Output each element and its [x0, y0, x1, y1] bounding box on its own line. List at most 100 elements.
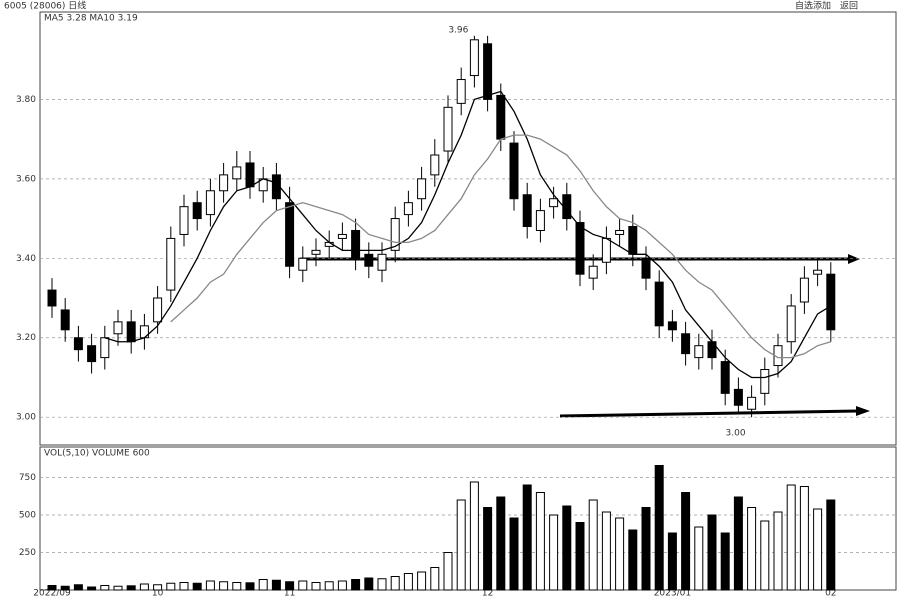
volume-bar — [733, 496, 743, 591]
candle-body — [60, 309, 70, 331]
volume-bar — [153, 584, 163, 591]
volume-bar — [390, 576, 400, 591]
candle-body — [403, 202, 413, 216]
volume-bar — [615, 517, 625, 591]
volume-bar — [509, 517, 519, 591]
volume-bar — [87, 586, 97, 591]
volume-bar — [139, 583, 149, 591]
button[interactable]: 自选添加 — [795, 0, 831, 12]
volume-bar — [232, 582, 242, 591]
volume-bar — [601, 511, 611, 591]
candle-body — [733, 388, 743, 406]
volume-bar — [271, 579, 281, 591]
candle-body — [654, 281, 664, 327]
x-tick-label: 2022/09 — [33, 589, 71, 596]
volume-bar — [285, 581, 295, 591]
candle-body — [747, 396, 757, 410]
candle-body — [681, 333, 691, 355]
y-tick-label: 250 — [19, 548, 36, 558]
candle-body — [73, 337, 83, 351]
volume-bar — [549, 514, 559, 591]
volume-bar — [773, 511, 783, 591]
volume-bar — [192, 582, 202, 591]
volume-bar — [337, 580, 347, 591]
volume-bar — [417, 571, 427, 591]
volume-bar — [113, 585, 123, 591]
candle-body — [720, 361, 730, 394]
candle-body — [179, 206, 189, 235]
trend-line — [559, 409, 859, 418]
volume-bar — [522, 484, 532, 591]
y-tick-label: 3.00 — [16, 413, 36, 423]
volume-bar — [483, 507, 493, 591]
candle-body — [786, 305, 796, 343]
volume-bar — [430, 567, 440, 591]
y-tick-label: 3.40 — [16, 254, 36, 264]
annotation: 3.00 — [726, 429, 746, 439]
candle-body — [483, 43, 493, 100]
volume-bar — [73, 584, 83, 591]
volume-legend: VOL(5,10) VOLUME 600 — [44, 449, 150, 459]
y-tick-label: 3.20 — [16, 333, 36, 343]
candle-body — [205, 190, 215, 216]
candle-body — [126, 321, 136, 343]
candle-body — [285, 202, 295, 267]
candle-body — [588, 265, 598, 279]
volume-bar — [166, 582, 176, 591]
volume-bar — [786, 484, 796, 591]
candle-body — [298, 257, 308, 271]
volume-bar — [403, 573, 413, 591]
volume-bar — [707, 514, 717, 591]
volume-bar — [654, 465, 664, 591]
candle-body — [417, 178, 427, 200]
volume-bar — [100, 585, 110, 591]
candle-body — [113, 321, 123, 335]
candle-body — [337, 233, 347, 239]
volume-bar — [760, 520, 770, 591]
candle-body — [443, 106, 453, 152]
candle-body — [522, 194, 532, 228]
annotation: 3.96 — [448, 25, 468, 35]
y-tick-label: 3.60 — [16, 174, 36, 184]
volume-bar — [628, 529, 638, 591]
volume-bar — [377, 578, 387, 591]
volume-bar — [496, 496, 506, 591]
volume-bar — [351, 579, 361, 591]
candle-body — [496, 94, 506, 140]
x-tick-label: 12 — [482, 589, 493, 596]
volume-bar — [245, 582, 255, 591]
candle-body — [87, 345, 97, 363]
y-tick-label: 3.80 — [16, 95, 36, 105]
volume-bar — [747, 507, 757, 591]
candle-body — [47, 289, 57, 307]
candle-body — [813, 269, 823, 275]
volume-bar — [324, 581, 334, 591]
x-tick-label: 10 — [152, 589, 164, 596]
volume-bar — [826, 499, 836, 591]
candle-body — [153, 297, 163, 323]
candle-body — [575, 222, 585, 275]
candle-body — [760, 369, 770, 394]
x-tick-label: 11 — [284, 589, 295, 596]
volume-bar — [588, 499, 598, 591]
volume-bar — [364, 577, 374, 591]
volume-bar — [469, 481, 479, 591]
button[interactable]: 返回 — [840, 0, 858, 12]
volume-bar — [813, 508, 823, 591]
volume-bar — [575, 522, 585, 591]
volume-bar — [681, 492, 691, 591]
candle-body — [219, 174, 229, 192]
candle-body — [469, 39, 479, 77]
volume-bar — [219, 581, 229, 591]
candle-body — [535, 210, 545, 231]
volume-bar — [60, 585, 70, 591]
price-legend: MA5 3.28 MA10 3.19 — [44, 14, 138, 24]
candle-body — [232, 166, 242, 180]
volume-bar — [126, 585, 136, 591]
candle-body — [192, 202, 202, 220]
candle-body — [667, 321, 677, 331]
arrow-head — [848, 254, 860, 264]
candle-body — [641, 257, 651, 279]
